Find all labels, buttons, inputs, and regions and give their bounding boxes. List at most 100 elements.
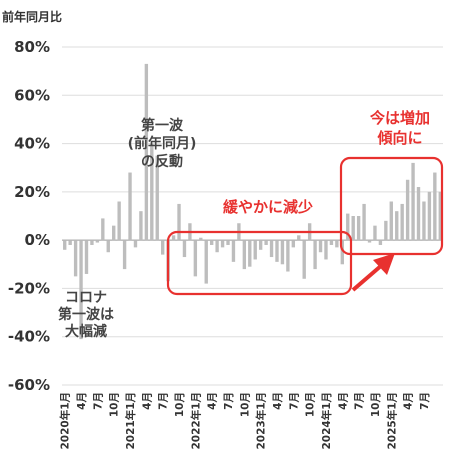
y-tick-label: 20% — [14, 183, 50, 201]
rising-box — [339, 156, 444, 256]
bar — [378, 240, 383, 245]
bar — [329, 240, 334, 245]
bar — [68, 240, 72, 245]
bar — [144, 63, 149, 241]
bar — [133, 240, 138, 248]
slow-decline-annotation: 緩やかに減少 — [223, 198, 313, 216]
x-tick-label: 7月 — [223, 392, 235, 410]
x-tick-label: 7月 — [288, 392, 300, 410]
decline-box — [166, 230, 353, 296]
bar — [422, 201, 426, 241]
bar — [128, 172, 132, 241]
bar — [373, 225, 377, 241]
bar — [302, 240, 306, 279]
x-tick-label: 10月 — [239, 392, 251, 417]
rising-annotation: 今は増加傾向に — [369, 109, 430, 147]
bar — [215, 240, 219, 253]
bar — [193, 240, 198, 277]
bar — [101, 218, 105, 241]
rebound-annotation: 第一波(前年同月)の反動 — [128, 117, 197, 170]
x-tick-label: 4月 — [141, 392, 153, 410]
x-tick-label: 2023年1月 — [255, 392, 268, 450]
bar — [438, 191, 442, 241]
x-tick-label: 2021年1月 — [124, 392, 137, 450]
x-tick-label: 4月 — [272, 392, 284, 410]
bar — [356, 216, 361, 241]
y-tick-label: -40% — [8, 328, 50, 346]
bar — [106, 240, 110, 253]
bar — [324, 240, 328, 260]
bar — [318, 240, 323, 253]
y-axis-title: 前年同月比 — [2, 9, 62, 24]
bar — [117, 201, 121, 241]
bar — [427, 191, 432, 241]
bar — [280, 240, 285, 265]
bar — [395, 211, 399, 241]
x-tick-label: 10月 — [174, 392, 186, 417]
covid-annotation: コロナ第一波は大幅減 — [58, 290, 114, 340]
bar — [313, 240, 317, 270]
bar — [95, 240, 100, 243]
y-tick-label: 40% — [14, 135, 50, 153]
bar — [199, 237, 203, 241]
bar — [362, 203, 366, 241]
x-tick-label: 2024年1月 — [320, 392, 333, 450]
x-tick-label: 4月 — [403, 392, 415, 410]
x-tick-label: 10月 — [305, 392, 317, 417]
bar — [335, 240, 339, 248]
x-tick-label: 4月 — [207, 392, 219, 410]
bar — [122, 240, 127, 270]
bar — [291, 240, 296, 248]
bar — [90, 240, 94, 245]
x-tick-labels: 2020年1月 4月 7月 10月 2021年1月 4月 7月 10月 2022年1月 4月 7月 1… — [59, 392, 431, 450]
bar — [405, 179, 410, 241]
x-tick-label: 7月 — [158, 392, 170, 410]
bar — [264, 240, 268, 245]
x-tick-label: 2025年1月 — [385, 392, 398, 450]
bar — [139, 211, 143, 241]
bar — [269, 240, 274, 258]
bar — [411, 162, 415, 241]
bar — [253, 240, 257, 260]
x-tick-label: 7月 — [92, 392, 104, 410]
bar — [209, 240, 214, 245]
bar — [150, 143, 154, 241]
bar — [177, 203, 181, 241]
bar — [351, 216, 355, 241]
bar — [242, 240, 247, 270]
bar — [161, 240, 165, 255]
x-tick-label: 7月 — [419, 392, 431, 410]
x-tick-label: 7月 — [354, 392, 366, 410]
y-tick-label: 80% — [14, 38, 50, 56]
y-tick-label: 0% — [25, 231, 50, 249]
y-tick-label: -60% — [8, 376, 50, 394]
bar — [433, 172, 437, 241]
bar — [367, 240, 372, 243]
bar — [389, 201, 393, 241]
y-tick-label: -20% — [8, 279, 50, 297]
bar — [171, 235, 176, 241]
bar — [79, 240, 83, 340]
bar — [204, 240, 208, 284]
bar — [155, 155, 159, 241]
bar — [182, 240, 187, 258]
y-tick-labels: 80% 60% 40% 20% 0% -20% -40% -60% — [8, 38, 50, 394]
bar — [231, 240, 236, 262]
x-tick-label: 4月 — [76, 392, 88, 410]
bar — [258, 240, 263, 250]
bar — [400, 203, 404, 241]
bar — [275, 240, 279, 262]
y-tick-label: 60% — [14, 86, 50, 104]
bar — [286, 240, 290, 272]
x-tick-label: 4月 — [337, 392, 349, 410]
bars — [63, 63, 442, 340]
x-tick-label: 10月 — [370, 392, 382, 417]
bar — [84, 240, 89, 274]
bar — [220, 240, 225, 248]
bar — [346, 213, 350, 241]
bar — [73, 240, 78, 277]
bar — [384, 220, 388, 241]
arrow-icon — [351, 263, 384, 292]
x-tick-label: 2022年1月 — [189, 392, 202, 450]
